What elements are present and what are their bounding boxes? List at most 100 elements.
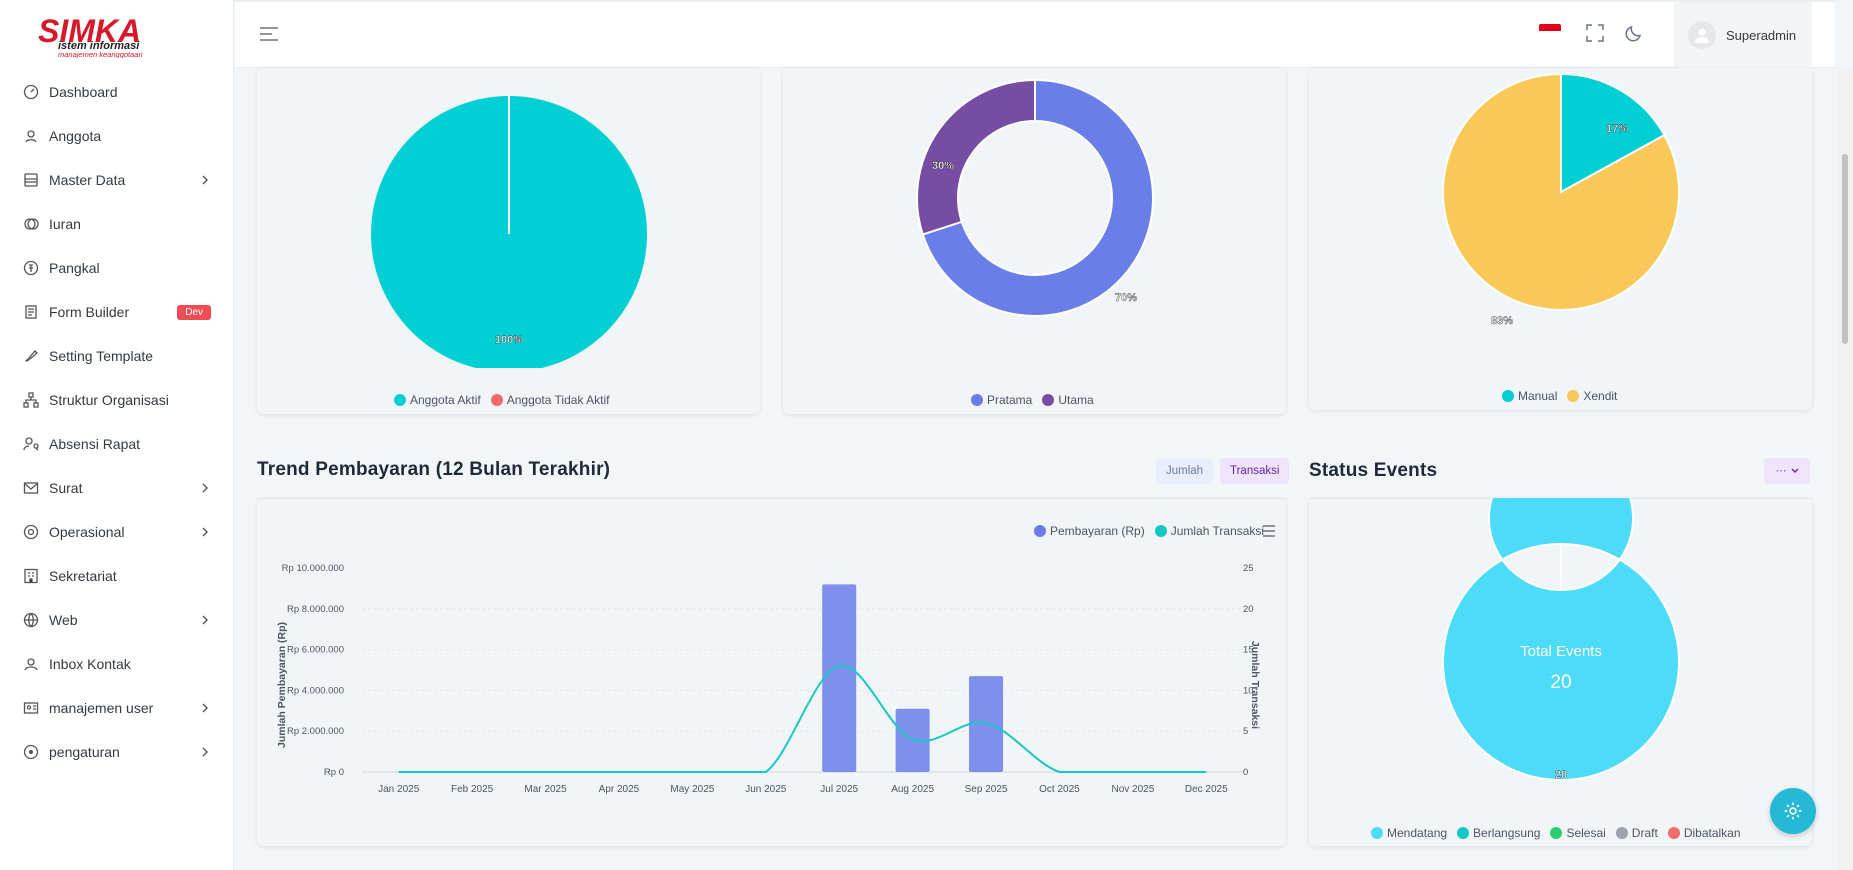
language-flag-icon[interactable]	[1539, 24, 1561, 38]
sidebar-item-label: Setting Template	[49, 348, 154, 364]
trend-combo-chart: Rp 10.000.000 Rp 8.000.000 Rp 6.000.000 …	[276, 525, 1275, 795]
bar-jul-2025[interactable]	[822, 584, 857, 772]
topbar: Superadmin	[235, 0, 1835, 68]
legend-dot	[1457, 827, 1470, 839]
pie-data-label: 100%	[495, 334, 523, 346]
sidebar-item-pengaturan[interactable]: pengaturan	[0, 730, 233, 774]
page-scrollbar[interactable]	[1838, 68, 1853, 870]
legend-item[interactable]: Pembayaran (Rp)	[1034, 524, 1145, 538]
sidebar-item-inbox-kontak[interactable]: Inbox Kontak	[0, 642, 233, 686]
x-tick-label: Mar 2025	[524, 784, 567, 795]
user-name: Superadmin	[1726, 27, 1797, 43]
x-tick-label: Apr 2025	[599, 784, 640, 795]
dev-badge: Dev	[177, 304, 211, 320]
legend-label: Mendatang	[1387, 826, 1448, 840]
sidebar-item-setting-template[interactable]: Setting Template	[0, 334, 233, 378]
sidebar-item-form-builder[interactable]: Form Builder Dev	[0, 290, 233, 334]
user-menu[interactable]: Superadmin	[1674, 2, 1812, 68]
sidebar-item-anggota[interactable]: Anggota	[0, 114, 233, 158]
legend-dot	[1042, 394, 1055, 406]
legend-item[interactable]: Manual	[1502, 389, 1557, 403]
level-anggota-card: 70% 30% Pratama Utama	[783, 68, 1286, 414]
sidebar-item-label: Inbox Kontak	[49, 656, 131, 672]
legend-item[interactable]: Dibatalkan	[1667, 826, 1741, 840]
level-legend: Pratama Utama	[971, 393, 1094, 407]
legend-item[interactable]: Pratama	[971, 393, 1032, 407]
legend-label: Manual	[1518, 389, 1558, 403]
legend-dot	[490, 394, 503, 406]
donut-slice-pratama[interactable]	[921, 78, 1154, 317]
sidebar-item-manajemen-user[interactable]: manajemen user	[0, 686, 233, 730]
building-icon	[23, 568, 39, 584]
legend-item[interactable]: Berlangsung	[1457, 826, 1540, 840]
legend-item[interactable]: Mendatang	[1371, 826, 1447, 840]
settings-icon	[23, 744, 39, 760]
x-axis-labels: Jan 2025 Feb 2025 Mar 2025 Apr 2025 May 2025…	[378, 784, 1228, 795]
sidebar-item-web[interactable]: Web	[0, 598, 233, 642]
legend-item[interactable]: Anggota Tidak Aktif	[490, 393, 609, 407]
legend-label: Selesai	[1566, 826, 1606, 840]
gear-icon	[1784, 802, 1802, 820]
brush-icon	[23, 348, 39, 364]
transaksi-toggle-button[interactable]: Transaksi	[1220, 458, 1290, 484]
scrollbar-thumb[interactable]	[1842, 154, 1848, 344]
sidebar-item-label: Master Data	[49, 172, 126, 188]
legend-item[interactable]: Selesai	[1550, 826, 1606, 840]
currency-icon	[23, 260, 39, 276]
pie-slice-manual[interactable]	[1560, 72, 1666, 194]
settings-fab-button[interactable]	[1770, 788, 1816, 834]
app-logo[interactable]: SIMKA istem informasi manajemen keanggot…	[0, 0, 233, 68]
anggota-legend: Anggota Aktif Anggota Tidak Aktif	[394, 393, 609, 407]
payment-method-card: 17% 83% Manual Xendit	[1309, 68, 1812, 410]
hamburger-menu-icon[interactable]	[1263, 525, 1275, 537]
right-axis-ticks: 25 20 15 10 5 0	[1243, 563, 1254, 778]
gear-circle-icon	[23, 524, 39, 540]
left-axis-title: Jumlah Pembayaran (Rp)	[276, 622, 288, 748]
sidebar-item-iuran[interactable]: Iuran	[0, 202, 233, 246]
sidebar-item-master-data[interactable]: Master Data	[0, 158, 233, 202]
sidebar-item-pangkal[interactable]: Pangkal	[0, 246, 233, 290]
chevron-right-icon	[202, 175, 208, 185]
chevron-right-icon	[202, 747, 208, 757]
line-series-jumlah-transaksi[interactable]	[398, 664, 1207, 773]
legend-dot	[1034, 525, 1046, 537]
org-icon	[23, 392, 39, 408]
sidebar-item-dashboard[interactable]: Dashboard	[0, 70, 233, 114]
sidebar-item-label: Struktur Organisasi	[49, 392, 169, 408]
legend-label: Berlangsung	[1473, 826, 1541, 840]
x-tick-label: May 2025	[670, 784, 714, 795]
events-filter-dropdown[interactable]: ···	[1764, 458, 1810, 484]
x-tick-label: Oct 2025	[1039, 784, 1080, 795]
fullscreen-icon[interactable]	[1586, 24, 1604, 42]
legend-item[interactable]: Jumlah Transaksi	[1154, 524, 1264, 538]
sidebar-item-surat[interactable]: Surat	[0, 466, 233, 510]
dark-mode-icon[interactable]	[1625, 24, 1643, 42]
chart-grid	[362, 567, 1243, 773]
legend-dot	[1550, 827, 1563, 839]
globe-icon	[23, 612, 39, 628]
legend-item[interactable]: Anggota Aktif	[394, 393, 481, 407]
legend-item[interactable]: Xendit	[1567, 389, 1617, 403]
left-tick-label: Rp 6.000.000	[287, 645, 344, 656]
sidebar-item-label: Web	[49, 612, 78, 628]
donut-slice-mendatang[interactable]	[1442, 498, 1680, 781]
legend-dot	[971, 394, 983, 406]
right-tick-label: 5	[1243, 726, 1248, 737]
sidebar-item-struktur-organisasi[interactable]: Struktur Organisasi	[0, 378, 233, 422]
pie-slice-xendit[interactable]	[1442, 72, 1680, 311]
legend-item[interactable]: Draft	[1615, 826, 1658, 840]
jumlah-toggle-button[interactable]: Jumlah	[1156, 458, 1214, 484]
donut-slice-utama[interactable]	[916, 78, 1036, 236]
left-tick-label: Rp 4.000.000	[287, 685, 344, 696]
right-tick-label: 0	[1243, 767, 1248, 778]
sidebar-item-sekretariat[interactable]: Sekretariat	[0, 554, 233, 598]
menu-toggle-icon[interactable]	[259, 26, 281, 44]
x-tick-label: Nov 2025	[1111, 784, 1154, 795]
sidebar-item-operasional[interactable]: Operasional	[0, 510, 233, 554]
right-tick-label: 25	[1243, 563, 1254, 574]
legend-dot	[1615, 827, 1628, 839]
legend-item[interactable]: Utama	[1042, 393, 1094, 407]
sidebar-item-absensi-rapat[interactable]: Absensi Rapat	[0, 422, 233, 466]
pie-label-manual: 17%	[1606, 123, 1628, 135]
legend-label: Xendit	[1583, 389, 1618, 403]
